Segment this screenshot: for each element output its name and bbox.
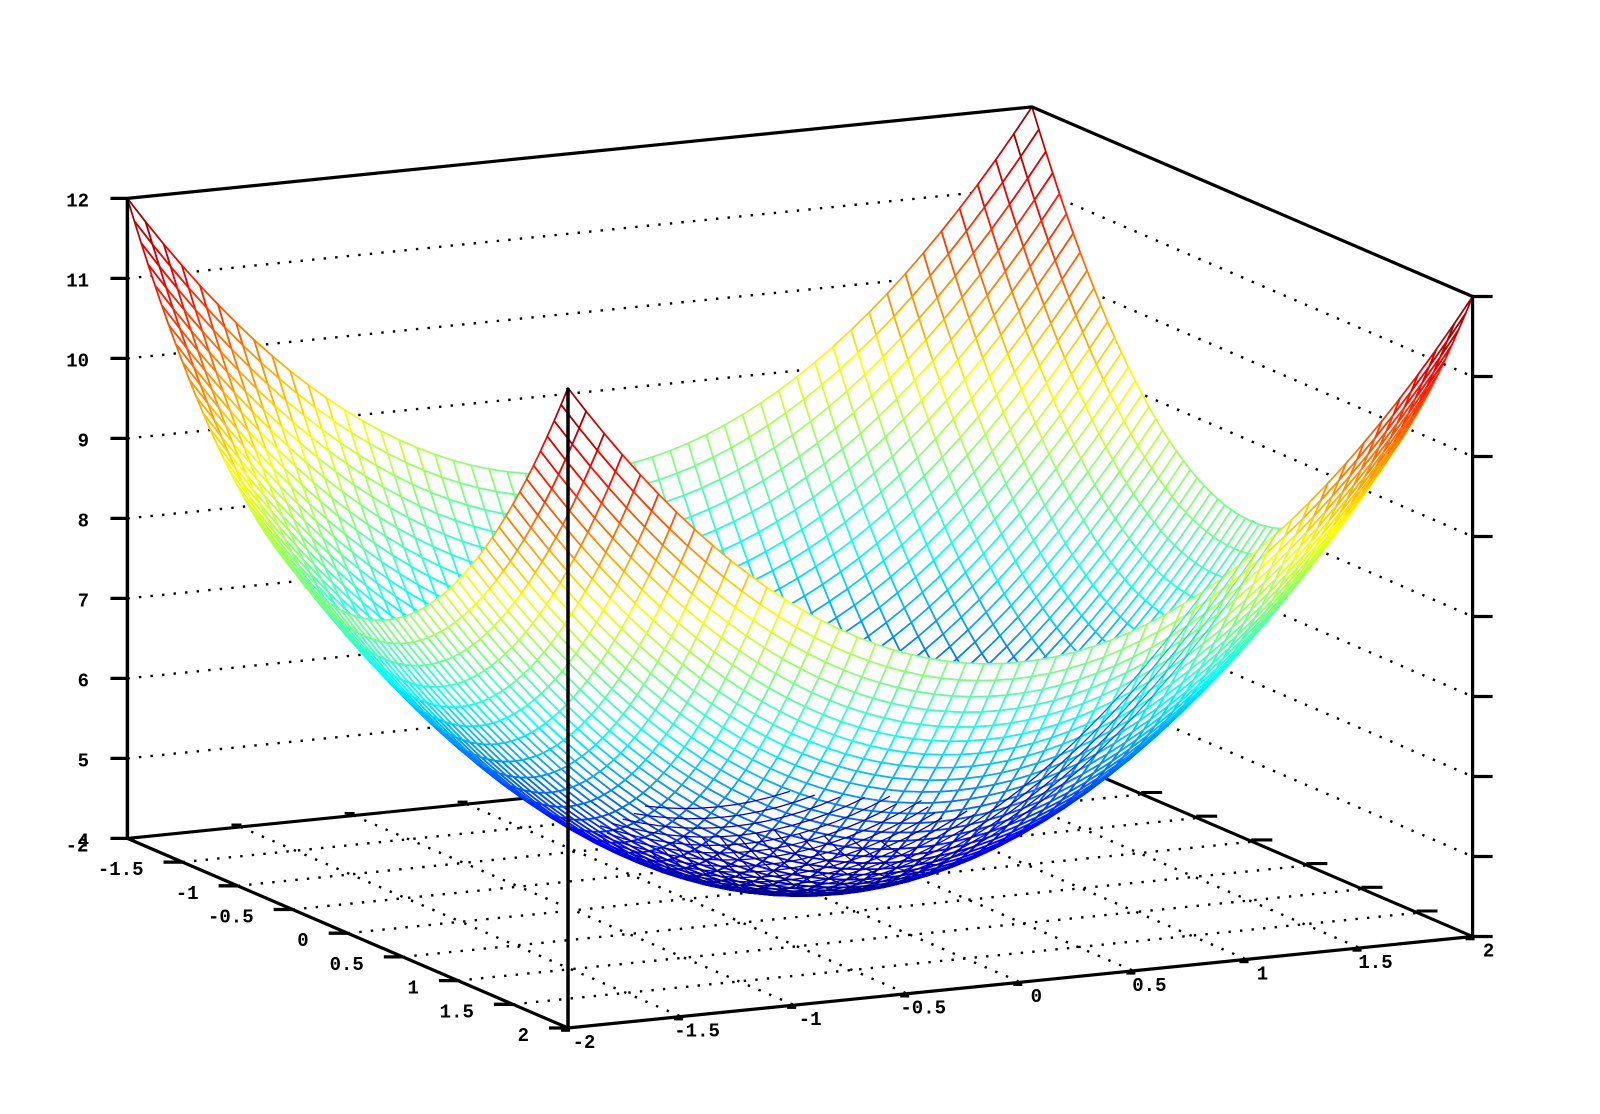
svg-text:1: 1 — [1257, 963, 1268, 985]
svg-text:9: 9 — [78, 430, 89, 452]
svg-text:-1.5: -1.5 — [98, 859, 144, 881]
svg-text:2: 2 — [518, 1025, 529, 1047]
svg-text:0: 0 — [297, 930, 308, 952]
svg-text:4: 4 — [78, 830, 89, 852]
svg-text:-1.5: -1.5 — [674, 1021, 720, 1043]
svg-text:11: 11 — [66, 270, 89, 292]
svg-text:-1: -1 — [176, 883, 199, 905]
svg-text:0.5: 0.5 — [1132, 975, 1166, 997]
svg-text:8: 8 — [78, 510, 89, 532]
svg-text:2: 2 — [1483, 941, 1494, 963]
svg-text:5: 5 — [78, 750, 89, 772]
svg-text:-2: -2 — [573, 1032, 596, 1054]
svg-text:6: 6 — [78, 670, 89, 692]
svg-text:1: 1 — [407, 978, 418, 1000]
svg-text:-0.5: -0.5 — [208, 907, 254, 929]
svg-text:12: 12 — [66, 190, 89, 212]
svg-text:-1: -1 — [799, 1009, 822, 1031]
svg-text:7: 7 — [78, 590, 89, 612]
svg-text:10: 10 — [66, 350, 89, 372]
svg-text:0.5: 0.5 — [330, 954, 364, 976]
svg-text:1.5: 1.5 — [1358, 952, 1392, 974]
svg-text:1.5: 1.5 — [440, 1001, 474, 1023]
svg-text:-2: -2 — [66, 835, 89, 857]
svg-text:0: 0 — [1031, 986, 1042, 1008]
svg-text:-0.5: -0.5 — [900, 998, 946, 1020]
